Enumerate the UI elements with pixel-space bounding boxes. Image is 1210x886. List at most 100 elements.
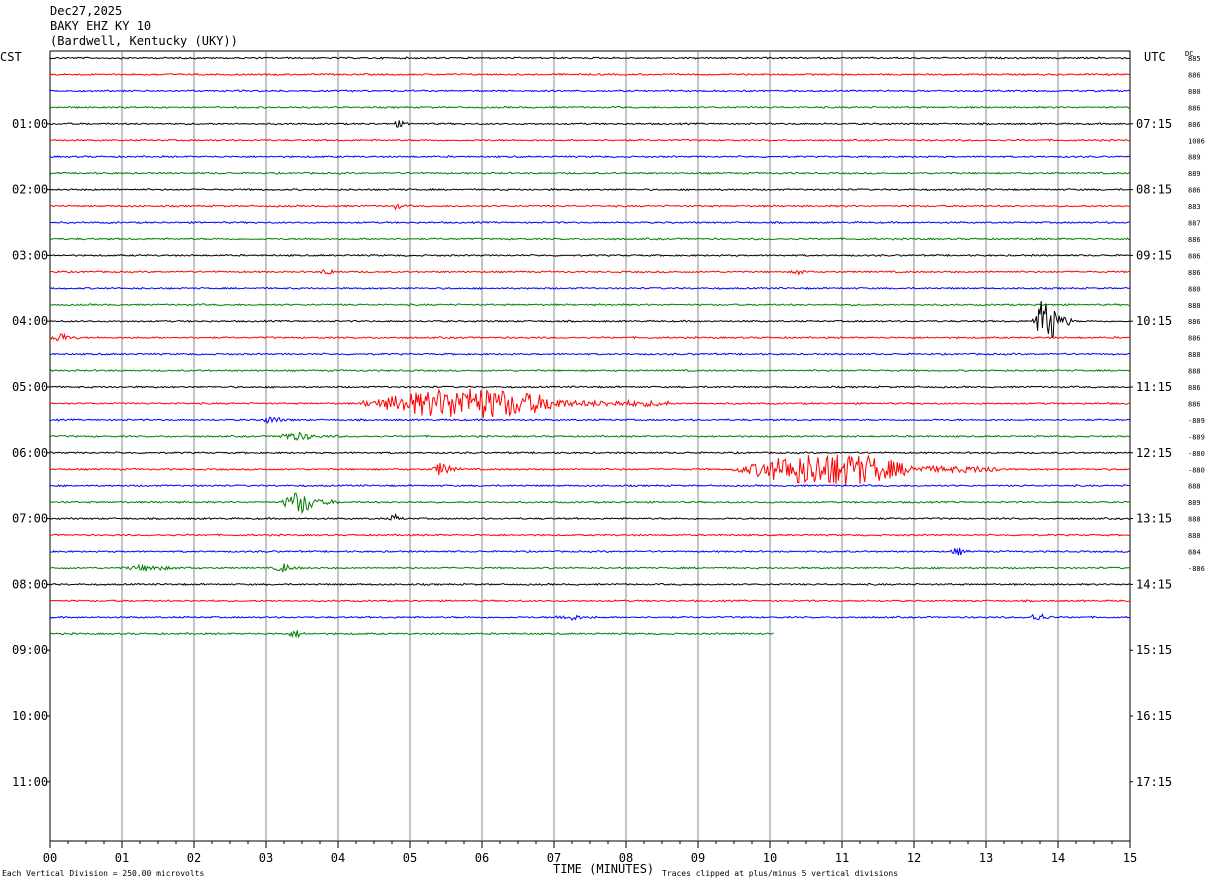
x-tick-label: 05 xyxy=(403,851,417,865)
dc-offset-label: 889 xyxy=(1188,154,1201,162)
x-tick-label: 15 xyxy=(1123,851,1137,865)
dc-offset-label: 886 xyxy=(1188,335,1201,343)
dc-offset-label: 883 xyxy=(1188,203,1201,211)
x-tick-label: 00 xyxy=(43,851,57,865)
x-tick-label: 07 xyxy=(547,851,561,865)
seismogram-trace xyxy=(49,388,1131,418)
seismogram-trace xyxy=(49,138,1131,142)
seismogram-trace xyxy=(49,451,1131,455)
seismogram-trace xyxy=(49,431,1131,441)
dc-offset-label: 886 xyxy=(1188,121,1201,129)
dc-offset-label: 888 xyxy=(1188,368,1201,376)
right-hour-label: 08:15 xyxy=(1136,183,1172,197)
seismogram-trace xyxy=(49,105,1131,110)
dc-offset-label: 886 xyxy=(1188,384,1201,392)
dc-offset-label: 886 xyxy=(1188,269,1201,277)
left-hour-label: 08:00 xyxy=(12,577,48,591)
dc-offset-label: 888 xyxy=(1188,516,1201,524)
seismogram-trace xyxy=(49,385,1131,389)
right-hour-label: 14:15 xyxy=(1136,577,1172,591)
seismogram-trace xyxy=(49,56,1131,60)
seismogram-trace xyxy=(49,613,1131,621)
seismogram-trace xyxy=(49,120,1131,128)
dc-offset-label: -880 xyxy=(1188,450,1205,458)
seismogram-trace xyxy=(49,533,1131,537)
x-tick-label: 08 xyxy=(619,851,633,865)
right-hour-label: 11:15 xyxy=(1136,380,1172,394)
x-tick-label: 03 xyxy=(259,851,273,865)
seismogram-trace xyxy=(49,563,1131,573)
seismogram-trace xyxy=(49,237,1131,241)
dc-offset-label: 887 xyxy=(1188,220,1201,228)
left-hour-label: 01:00 xyxy=(12,117,48,131)
seismogram-trace xyxy=(49,300,1131,338)
seismogram-trace xyxy=(49,332,1131,342)
right-hour-label: 12:15 xyxy=(1136,446,1172,460)
dc-offset-label: 886 xyxy=(1188,400,1201,408)
seismogram-trace xyxy=(49,492,1131,515)
dc-offset-label: 888 xyxy=(1188,302,1201,310)
dc-offset-label: -886 xyxy=(1188,565,1205,573)
right-hour-label: 09:15 xyxy=(1136,248,1172,262)
seismogram-trace xyxy=(49,286,1131,290)
dc-offset-label: 885 xyxy=(1188,55,1201,63)
x-tick-label: 02 xyxy=(187,851,201,865)
header-location: (Bardwell, Kentucky (UKY)) xyxy=(50,34,238,48)
dc-offset-label: 888 xyxy=(1188,532,1201,540)
x-tick-label: 09 xyxy=(691,851,705,865)
x-tick-label: 14 xyxy=(1051,851,1065,865)
seismogram-trace xyxy=(49,220,1131,225)
dc-offset-label: 888 xyxy=(1188,483,1201,491)
left-hour-label: 10:00 xyxy=(12,709,48,723)
right-timezone-label: UTC xyxy=(1144,50,1166,64)
seismogram-trace xyxy=(49,303,1131,307)
left-hour-label: 03:00 xyxy=(12,248,48,262)
right-hour-label: 10:15 xyxy=(1136,314,1172,328)
x-tick-label: 13 xyxy=(979,851,993,865)
left-hour-label: 06:00 xyxy=(12,446,48,460)
dc-offset-label: 886 xyxy=(1188,236,1201,244)
dc-offset-label: 886 xyxy=(1188,252,1201,260)
seismogram-trace xyxy=(49,72,1131,77)
dc-offset-label: 886 xyxy=(1188,187,1201,195)
seismogram-trace xyxy=(49,368,1131,373)
dc-offset-label: -880 xyxy=(1188,466,1205,474)
right-hour-label: 13:15 xyxy=(1136,512,1172,526)
seismogram-trace xyxy=(49,416,1131,424)
scale-note: Each Vertical Division = 250.00 microvol… xyxy=(2,869,205,878)
seismogram-trace xyxy=(49,187,1131,192)
seismogram-trace xyxy=(49,599,1131,603)
dc-offset-label: 889 xyxy=(1188,170,1201,178)
seismogram-trace xyxy=(49,582,1131,587)
left-hour-label: 11:00 xyxy=(12,775,48,789)
seismogram-trace xyxy=(49,89,1131,93)
header-station: BAKY EHZ KY 10 xyxy=(50,19,152,33)
dc-offset-label: 880 xyxy=(1188,285,1201,293)
seismogram-trace xyxy=(49,203,1131,211)
right-hour-label: 16:15 xyxy=(1136,709,1172,723)
x-tick-label: 11 xyxy=(835,851,849,865)
left-hour-label: 09:00 xyxy=(12,643,48,657)
seismogram-trace xyxy=(49,155,1131,159)
x-tick-label: 06 xyxy=(475,851,489,865)
right-hour-label: 07:15 xyxy=(1136,117,1172,131)
dc-offset-label: 1086 xyxy=(1188,137,1205,145)
x-tick-label: 01 xyxy=(115,851,129,865)
seismogram-trace xyxy=(50,352,1131,356)
dc-offset-label: -889 xyxy=(1188,417,1205,425)
dc-offset-label: 886 xyxy=(1188,104,1201,112)
x-tick-label: 12 xyxy=(907,851,921,865)
dc-offset-label: 889 xyxy=(1188,499,1201,507)
right-hour-label: 17:15 xyxy=(1136,775,1172,789)
right-hour-label: 15:15 xyxy=(1136,643,1172,657)
x-tick-label: 10 xyxy=(763,851,777,865)
clip-note: Traces clipped at plus/minus 5 vertical … xyxy=(662,869,899,878)
seismogram-trace xyxy=(49,512,1131,521)
x-tick-label: 04 xyxy=(331,851,345,865)
header-date: Dec27,2025 xyxy=(50,4,123,18)
left-hour-label: 07:00 xyxy=(12,512,48,526)
seismogram-trace xyxy=(49,253,1131,258)
seismogram-trace xyxy=(49,630,774,639)
dc-offset-label: 880 xyxy=(1188,88,1201,96)
